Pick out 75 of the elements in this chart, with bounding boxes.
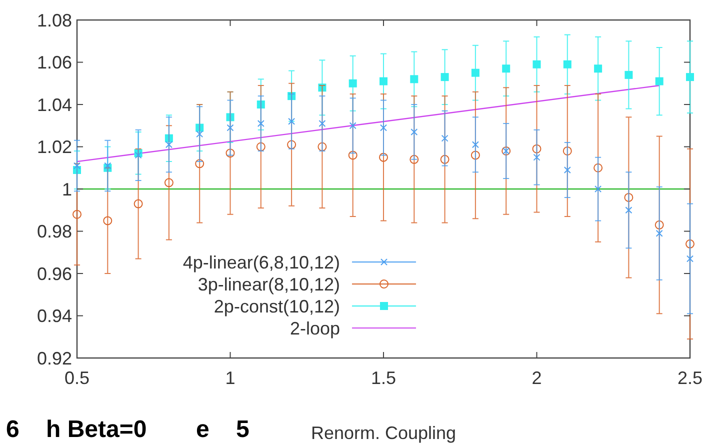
point (103, 216, 112, 226)
point (502, 64, 510, 73)
point (72, 210, 82, 219)
y-tick-label: 0.92 (36, 348, 72, 368)
y-tick-label: 1.06 (36, 52, 72, 73)
point (564, 166, 571, 174)
y-tick-label: 0.98 (36, 222, 72, 242)
point (226, 124, 234, 132)
point (288, 118, 296, 125)
point (686, 255, 694, 262)
point (655, 77, 664, 86)
legend-label: 2-loop (290, 318, 340, 338)
point (441, 134, 448, 142)
point (532, 144, 542, 154)
text: 5 (236, 416, 250, 443)
point (686, 239, 694, 248)
x-tick-label: 1 (225, 368, 236, 388)
point (624, 70, 633, 79)
point (471, 68, 480, 77)
legend-label: 3p-linear(8,10,12) (198, 274, 340, 294)
point (472, 141, 479, 148)
point (440, 73, 449, 82)
point (134, 199, 143, 208)
point (594, 64, 602, 73)
point (74, 162, 80, 170)
legend-label: 4p-linear(6,8,10,12) (182, 252, 340, 272)
y-tick-label: 1.08 (36, 10, 72, 30)
point (594, 163, 603, 172)
point (594, 186, 602, 192)
point (318, 142, 327, 152)
x-tick-label: 0.5 (64, 368, 90, 388)
x-axis-title: Renorm. Coupling (310, 423, 456, 443)
point (380, 77, 388, 86)
point (562, 146, 572, 156)
point (656, 230, 663, 237)
text: 6 (6, 416, 20, 443)
point (624, 192, 634, 202)
point (380, 124, 387, 132)
y-tick-label: 0.94 (36, 306, 72, 326)
x-tick-label: 2.5 (677, 368, 703, 388)
x-tick-label: 1.5 (370, 368, 396, 388)
y-tick-label: 1.04 (36, 94, 72, 115)
point (625, 206, 632, 214)
point (410, 75, 418, 84)
point (532, 60, 541, 68)
point (226, 148, 235, 158)
x-tick-label: 2 (532, 368, 542, 388)
point (348, 79, 357, 88)
point (104, 162, 112, 170)
point (379, 152, 388, 162)
y-tick-label: 1.02 (36, 137, 72, 158)
point (257, 120, 264, 128)
point (410, 154, 419, 164)
point (440, 154, 450, 164)
text: e (196, 416, 210, 443)
point (533, 154, 540, 161)
y-tick-label: 1 (62, 179, 72, 200)
point (410, 128, 418, 136)
point (164, 178, 174, 188)
point (654, 220, 664, 230)
point (318, 120, 326, 128)
text: h Beta=0 (46, 416, 147, 443)
point (287, 140, 296, 150)
point (165, 141, 172, 148)
point (470, 150, 480, 160)
point (134, 152, 142, 159)
point (686, 73, 694, 82)
point (348, 150, 358, 160)
point (563, 60, 572, 68)
point (349, 122, 356, 130)
legend-label: 2p-const(10,12) (214, 296, 340, 316)
point (196, 130, 204, 138)
point (256, 142, 266, 152)
y-tick-label: 0.96 (36, 264, 72, 284)
point (195, 159, 204, 168)
